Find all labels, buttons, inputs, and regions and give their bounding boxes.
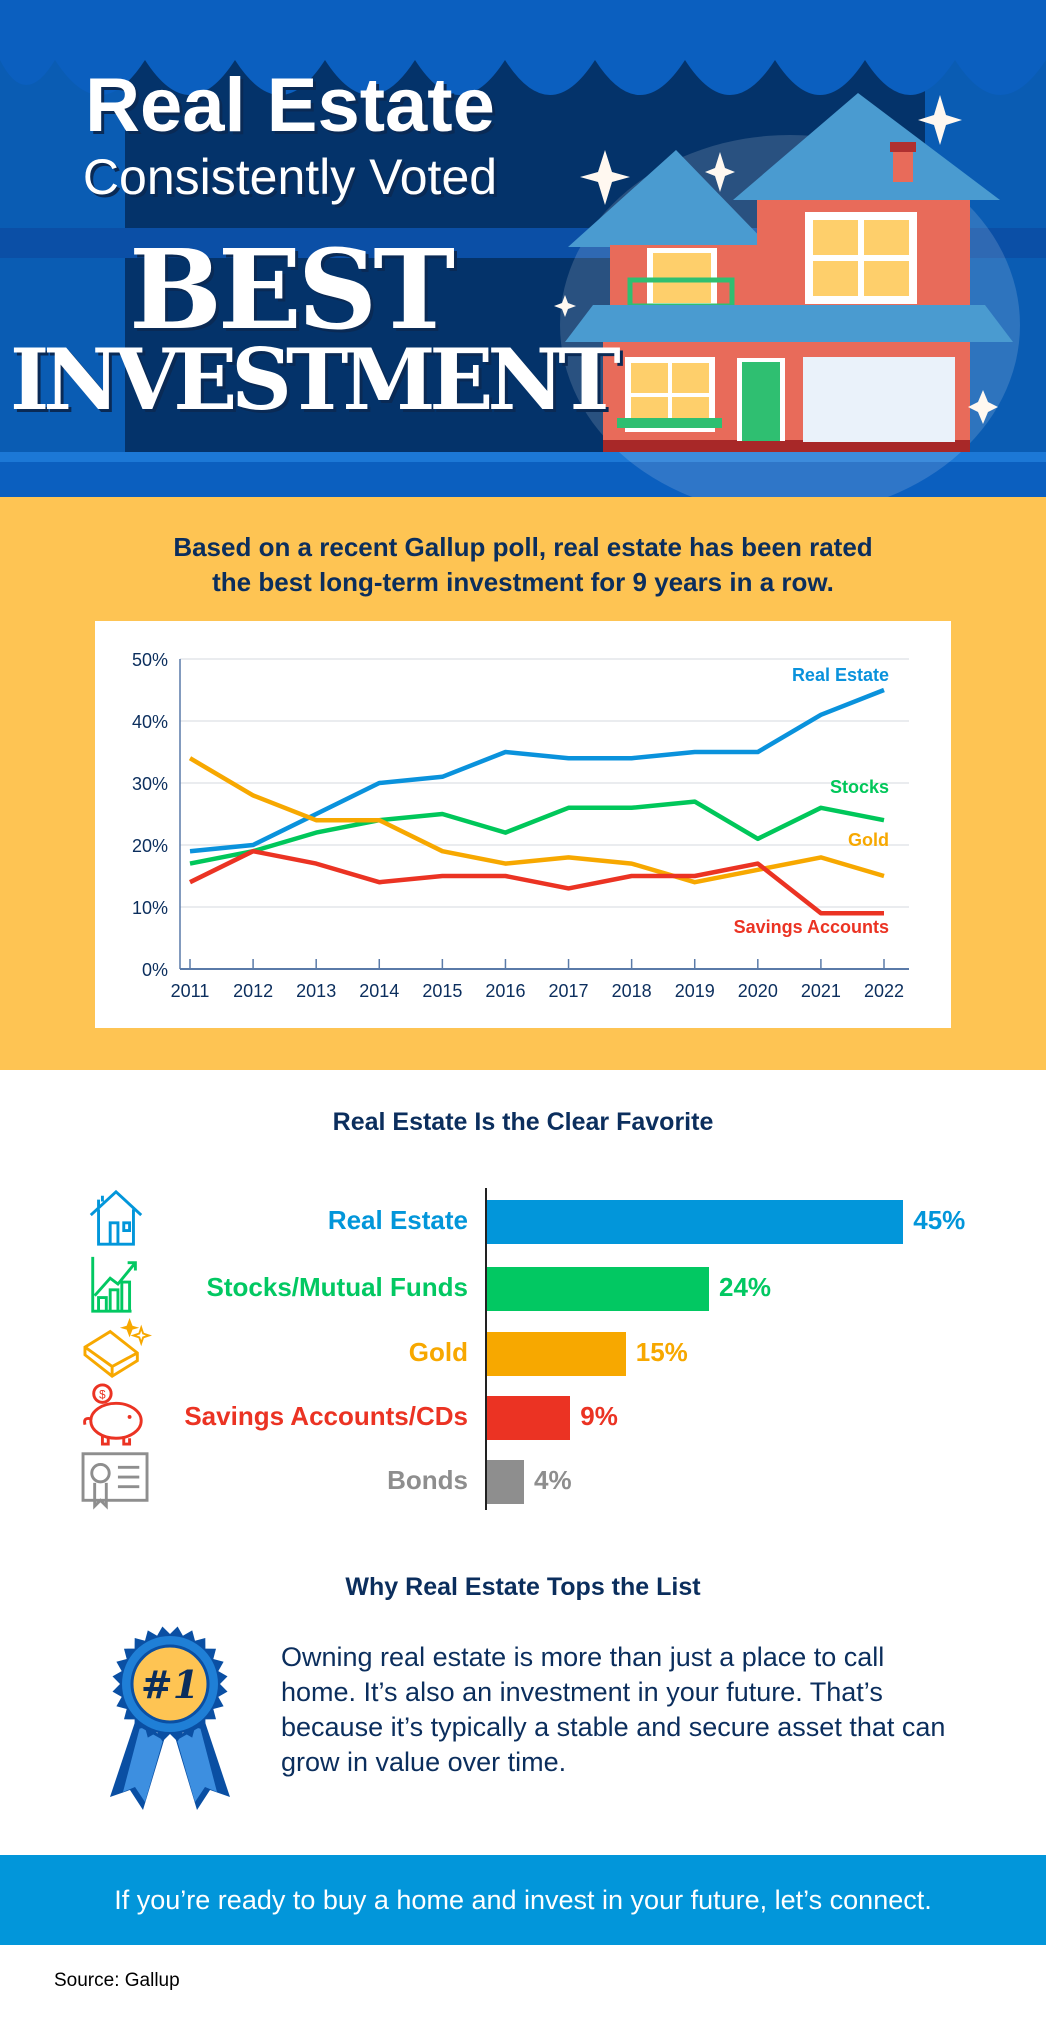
source-note: Source: Gallup xyxy=(54,1970,180,1991)
x-tick-label: 2021 xyxy=(801,981,841,1001)
bar xyxy=(487,1396,571,1440)
hero-banner: Real Estate Consistently Voted BEST INVE… xyxy=(0,0,1046,497)
bar-row: Bonds 4% xyxy=(0,1452,1046,1510)
x-tick-label: 2014 xyxy=(359,981,399,1001)
bar-chart-title: Real Estate Is the Clear Favorite xyxy=(332,1108,714,1136)
why-paragraph: Owning real estate is more than just a p… xyxy=(281,1642,946,1777)
bar xyxy=(487,1460,524,1504)
bar-axis xyxy=(485,1188,487,1510)
intro-line1: Based on a recent Gallup poll, real esta… xyxy=(173,532,873,562)
growth-chart-icon xyxy=(91,1256,137,1313)
bar xyxy=(487,1200,904,1244)
y-tick-label: 50% xyxy=(132,650,168,670)
x-tick-label: 2022 xyxy=(864,981,904,1001)
series-label: Stocks xyxy=(830,777,889,797)
hero-title-line4: INVESTMENT xyxy=(10,330,621,429)
line-chart-card: 0% 10% 20% 30% 40% 50% 2011 2012 2013 2014 2015 201… xyxy=(95,621,951,1028)
line-chart: 0% 10% 20% 30% 40% 50% 2011 2012 2013 2014 2015 201… xyxy=(132,650,909,1001)
svg-text:$: $ xyxy=(99,1388,106,1401)
y-tick-label: 10% xyxy=(132,898,168,918)
bar-label: Gold xyxy=(408,1337,468,1367)
intro-text: Based on a recent Gallup poll, real esta… xyxy=(0,530,1046,600)
x-tick-label: 2011 xyxy=(171,981,210,1001)
y-tick-label: 0% xyxy=(142,960,168,980)
series-label: Savings Accounts xyxy=(734,917,889,937)
why-title: Why Real Estate Tops the List xyxy=(345,1573,701,1601)
bar-label: Real Estate xyxy=(327,1205,468,1235)
series-label: Gold xyxy=(848,830,889,850)
bar-value-label: 4% xyxy=(534,1465,572,1495)
bar-row: Real Estate 45% xyxy=(0,1189,1046,1246)
sparkle-icons xyxy=(554,95,998,424)
cta-banner: If you’re ready to buy a home and invest… xyxy=(0,1855,1046,1945)
y-tick-label: 30% xyxy=(132,774,168,794)
x-tick-label: 2017 xyxy=(549,981,589,1001)
bar-chart: Real Estate 45% Stocks/Mutual Funds 24% … xyxy=(0,1185,1046,1510)
bar-row: $ Savings Accounts/CDs 9% xyxy=(0,1383,1046,1446)
x-tick-label: 2012 xyxy=(233,981,273,1001)
series-line-real-estate xyxy=(189,687,885,854)
x-tick-label: 2015 xyxy=(422,981,462,1001)
hero-title-line3: BEST xyxy=(128,225,455,354)
bar-label: Savings Accounts/CDs xyxy=(184,1401,468,1431)
stage-house-illustration xyxy=(0,0,1046,497)
piggy-bank-icon: $ xyxy=(83,1383,143,1446)
hero-title-line1: Real Estate xyxy=(85,63,495,148)
bond-certificate-icon xyxy=(81,1452,149,1510)
series-line-stocks xyxy=(189,799,885,866)
bar-value-label: 45% xyxy=(913,1205,966,1235)
badge-text: #1 xyxy=(141,1662,199,1707)
x-tick-label: 2018 xyxy=(612,981,652,1001)
hero-title-line2: Consistently Voted xyxy=(82,149,498,205)
bar-label: Stocks/Mutual Funds xyxy=(206,1272,468,1302)
bar-row: Gold 15% xyxy=(0,1318,1046,1378)
y-tick-label: 40% xyxy=(132,712,168,732)
series-line-gold xyxy=(188,756,885,885)
x-tick-label: 2020 xyxy=(738,981,778,1001)
x-tick-label: 2016 xyxy=(485,981,525,1001)
number-one-ribbon-icon: #1 xyxy=(110,1626,230,1810)
bar-value-label: 24% xyxy=(719,1272,772,1302)
bar xyxy=(487,1267,709,1311)
bar-label: Bonds xyxy=(387,1465,468,1495)
bar-value-label: 9% xyxy=(580,1401,618,1431)
x-tick-label: 2013 xyxy=(296,981,336,1001)
bar-value-label: 15% xyxy=(635,1337,688,1367)
series-label: Real Estate xyxy=(792,665,889,685)
intro-line2: the best long-term investment for 9 year… xyxy=(212,567,834,597)
y-tick-label: 20% xyxy=(132,836,168,856)
gold-bar-icon xyxy=(83,1318,152,1378)
series-line-savings-accounts xyxy=(189,848,884,916)
bar-row: Stocks/Mutual Funds 24% xyxy=(0,1256,1046,1313)
x-tick-label: 2019 xyxy=(675,981,715,1001)
house-icon xyxy=(89,1189,143,1246)
bar xyxy=(487,1332,626,1376)
